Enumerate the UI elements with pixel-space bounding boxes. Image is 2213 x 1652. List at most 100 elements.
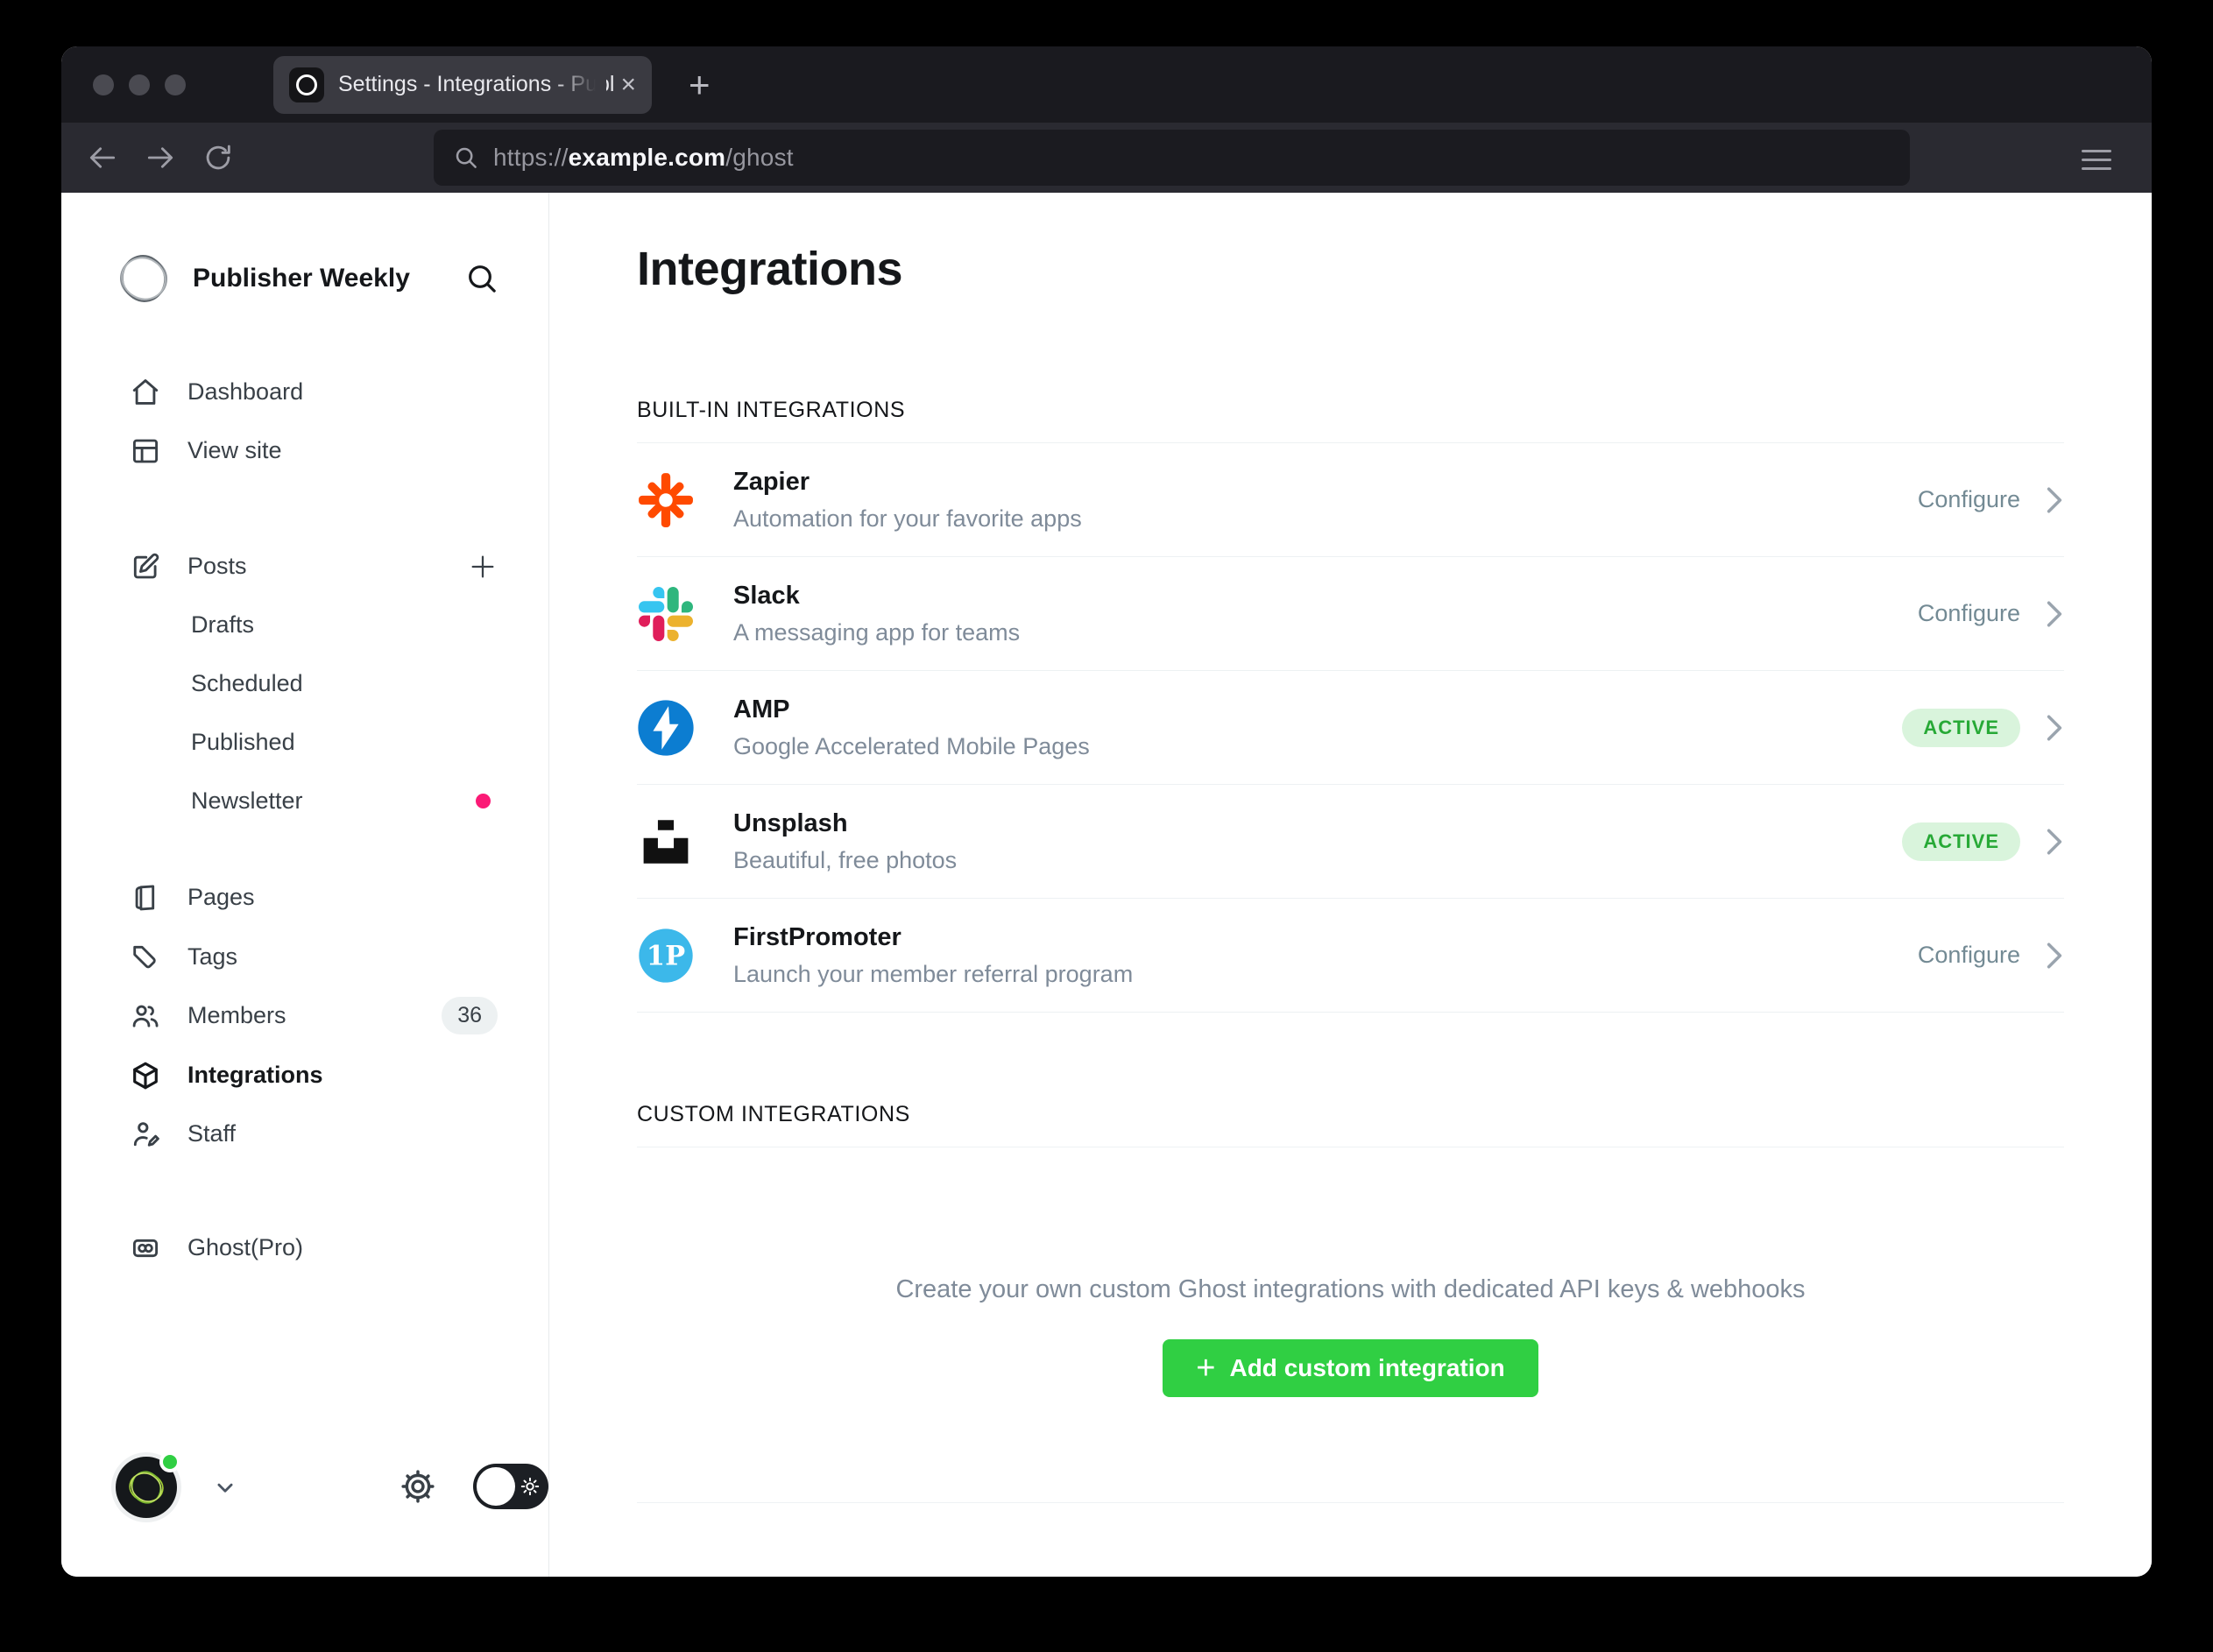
url-text: https://example.com/ghost <box>493 144 794 171</box>
configure-link[interactable]: Configure <box>1917 600 2020 626</box>
sidebar-item-dashboard[interactable]: Dashboard <box>130 363 498 421</box>
reload-button[interactable] <box>202 141 235 174</box>
back-button[interactable] <box>86 141 119 174</box>
window-controls[interactable] <box>93 74 186 95</box>
forward-button[interactable] <box>144 141 177 174</box>
ghost-pro-icon <box>130 1232 161 1264</box>
app-content: Publisher Weekly Dashboard View site Pos… <box>61 193 2152 1577</box>
svg-text:1P: 1P <box>647 940 685 971</box>
url-bar[interactable]: https://example.com/ghost <box>434 130 1910 186</box>
bottom-divider <box>637 1502 2064 1503</box>
integration-description: Launch your member referral program <box>733 960 1134 987</box>
sidebar-item-tags[interactable]: Tags <box>130 928 498 986</box>
new-tab-button[interactable]: + <box>689 63 711 105</box>
active-badge: ACTIVE <box>1902 708 2020 747</box>
menu-button[interactable] <box>2082 144 2111 176</box>
close-window-dot[interactable] <box>93 74 114 95</box>
configure-link[interactable]: Configure <box>1917 942 2020 968</box>
sidebar-item-ghost-pro[interactable]: Ghost(Pro) <box>130 1218 498 1277</box>
integration-row-zapier[interactable]: Zapier Automation for your favorite apps… <box>637 443 2064 557</box>
browser-tab[interactable]: Settings - Integrations - Publisher Week… <box>273 55 652 114</box>
chevron-right-icon[interactable] <box>2045 600 2064 628</box>
firstpromoter-icon: 1P <box>637 927 695 985</box>
slack-icon <box>637 585 695 643</box>
active-badge: ACTIVE <box>1902 822 2020 861</box>
chevron-down-icon <box>217 1483 233 1493</box>
integration-name: Slack <box>733 581 800 610</box>
staff-icon <box>130 1119 161 1150</box>
chevron-right-icon[interactable] <box>2045 486 2064 514</box>
home-icon <box>130 377 161 408</box>
chevron-right-icon[interactable] <box>2045 714 2064 742</box>
members-icon <box>130 1000 161 1032</box>
sidebar-item-published[interactable]: Published <box>191 729 295 755</box>
sidebar-item-members[interactable]: Members 36 <box>130 986 498 1045</box>
gear-icon <box>401 1470 435 1503</box>
sun-icon <box>520 1477 540 1496</box>
online-status-dot <box>159 1451 180 1472</box>
sidebar-item-integrations[interactable]: Integrations <box>130 1046 498 1105</box>
section-divider <box>637 442 2064 443</box>
toggle-knob <box>477 1467 515 1506</box>
dark-mode-toggle[interactable] <box>473 1464 548 1509</box>
custom-integrations-description: Create your own custom Ghost integration… <box>895 1275 1806 1303</box>
integration-name: FirstPromoter <box>733 922 901 951</box>
zoom-window-dot[interactable] <box>165 74 186 95</box>
newsletter-notification-dot <box>476 794 491 808</box>
configure-link[interactable]: Configure <box>1917 486 2020 512</box>
add-custom-integration-button[interactable]: + Add custom integration <box>1163 1339 1538 1397</box>
custom-integrations-header: CUSTOM INTEGRATIONS <box>637 1102 910 1126</box>
ghost-logo-icon <box>296 74 317 95</box>
user-avatar[interactable] <box>116 1451 180 1518</box>
sidebar-item-pages[interactable]: Pages <box>130 868 498 927</box>
browser-toolbar: https://example.com/ghost <box>61 123 2152 193</box>
sidebar-item-view-site[interactable]: View site <box>130 421 498 480</box>
integration-description: Google Accelerated Mobile Pages <box>733 732 1090 759</box>
sidebar-header: Publisher Weekly <box>116 245 499 312</box>
forward-arrow-icon <box>147 147 173 168</box>
chevron-right-icon[interactable] <box>2045 942 2064 970</box>
zapier-icon <box>637 471 695 529</box>
integration-name: AMP <box>733 695 790 724</box>
sidebar-search-icon[interactable] <box>464 261 499 296</box>
tab-close-icon[interactable]: × <box>620 69 636 99</box>
unsplash-icon <box>637 813 695 871</box>
avatar-logo-icon <box>129 1471 164 1504</box>
members-count-badge: 36 <box>442 997 498 1034</box>
sidebar-item-drafts[interactable]: Drafts <box>191 611 255 638</box>
search-icon <box>456 147 477 168</box>
integration-row-slack[interactable]: Slack A messaging app for teams Configur… <box>637 557 2064 671</box>
layout-icon <box>130 435 161 467</box>
sidebar-item-newsletter[interactable]: Newsletter <box>191 772 498 830</box>
browser-window: Settings - Integrations - Publisher Week… <box>61 46 2152 1577</box>
add-post-button[interactable] <box>468 552 498 582</box>
integrations-icon <box>130 1060 161 1091</box>
edit-post-icon <box>130 551 161 582</box>
reload-icon <box>206 145 230 170</box>
integration-description: A messaging app for teams <box>733 618 1021 646</box>
site-logo <box>120 255 167 302</box>
sidebar-footer <box>116 1451 548 1522</box>
back-arrow-icon <box>89 147 116 168</box>
integration-row-amp[interactable]: AMP Google Accelerated Mobile Pages ACTI… <box>637 671 2064 785</box>
tab-bar: Settings - Integrations - Publisher Week… <box>61 46 2152 123</box>
pages-icon <box>130 882 161 914</box>
integration-row-unsplash[interactable]: Unsplash Beautiful, free photos ACTIVE <box>637 785 2064 899</box>
settings-button[interactable] <box>398 1466 438 1511</box>
integration-description: Beautiful, free photos <box>733 846 958 873</box>
main-panel: Integrations BUILT-IN INTEGRATIONS Zapie… <box>549 193 2152 1577</box>
sidebar: Publisher Weekly Dashboard View site Pos… <box>61 193 549 1577</box>
minimize-window-dot[interactable] <box>129 74 150 95</box>
integration-description: Automation for your favorite apps <box>733 505 1082 532</box>
page-title: Integrations <box>637 243 903 295</box>
integration-name: Unsplash <box>733 808 848 837</box>
integration-row-firstpromoter[interactable]: 1P FirstPromoter Launch your member refe… <box>637 899 2064 1013</box>
chevron-right-icon[interactable] <box>2045 828 2064 856</box>
sidebar-item-posts[interactable]: Posts <box>130 537 498 596</box>
tab-favicon <box>289 67 324 102</box>
integration-name: Zapier <box>733 467 810 496</box>
user-menu-chevron[interactable] <box>210 1472 240 1502</box>
sidebar-item-staff[interactable]: Staff <box>130 1105 498 1163</box>
sidebar-item-scheduled[interactable]: Scheduled <box>191 670 303 696</box>
builtin-integrations-header: BUILT-IN INTEGRATIONS <box>637 398 906 422</box>
